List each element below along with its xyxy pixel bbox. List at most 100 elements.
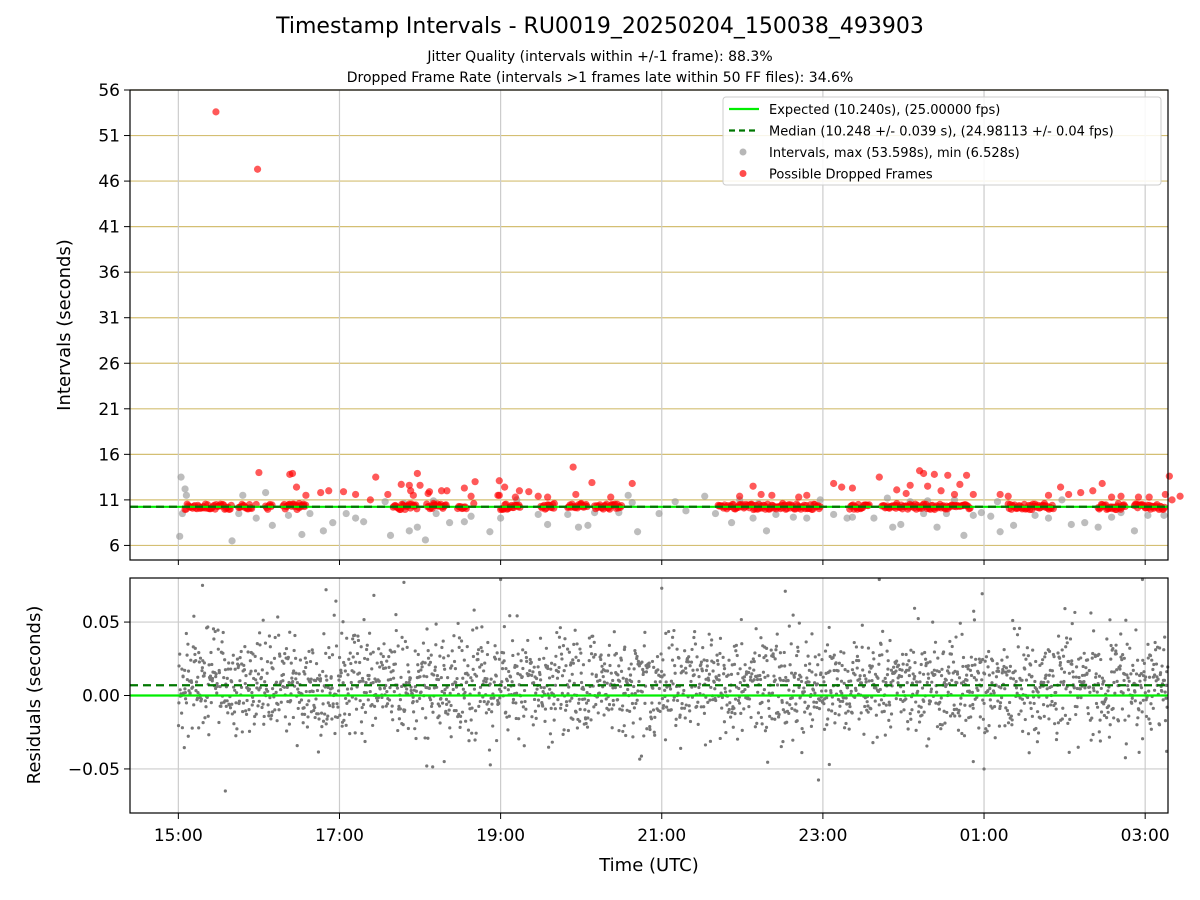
residual-point bbox=[662, 673, 666, 677]
residual-point bbox=[980, 657, 985, 662]
residual-point bbox=[1030, 674, 1034, 678]
residual-point bbox=[441, 639, 445, 643]
residual-point bbox=[815, 705, 819, 710]
residual-point bbox=[752, 659, 756, 664]
residual-point bbox=[269, 661, 273, 665]
residual-point bbox=[484, 711, 488, 715]
residual-point bbox=[618, 684, 623, 689]
residual-point bbox=[762, 688, 766, 692]
interval-point bbox=[624, 491, 632, 499]
residual-point bbox=[854, 688, 858, 692]
residual-point bbox=[192, 703, 196, 707]
residual-point bbox=[754, 627, 758, 631]
residual-point bbox=[871, 651, 875, 655]
residual-point bbox=[324, 722, 328, 726]
residual-point bbox=[1084, 666, 1088, 670]
residual-point bbox=[1015, 633, 1020, 637]
residual-point bbox=[885, 649, 889, 653]
residual-point bbox=[195, 696, 200, 700]
residual-point bbox=[739, 711, 743, 715]
residual-point bbox=[887, 700, 891, 704]
residual-point bbox=[478, 699, 482, 704]
residual-point bbox=[273, 635, 277, 640]
residual-point bbox=[477, 704, 481, 708]
residual-point bbox=[454, 709, 458, 713]
residual-point bbox=[223, 668, 228, 672]
residual-point bbox=[1164, 696, 1168, 700]
residual-point bbox=[665, 705, 669, 709]
residual-point bbox=[990, 706, 994, 710]
residual-point bbox=[1002, 664, 1006, 669]
residual-point bbox=[837, 661, 841, 665]
residual-point bbox=[731, 725, 735, 729]
residual-point bbox=[487, 707, 491, 712]
residual-point bbox=[486, 640, 490, 645]
residual-point bbox=[429, 704, 434, 709]
residual-point bbox=[925, 661, 930, 665]
residual-point bbox=[365, 643, 369, 647]
residual-point bbox=[635, 698, 639, 702]
residual-point bbox=[696, 722, 700, 726]
interval-point bbox=[933, 523, 941, 531]
dropped-frame-point bbox=[339, 488, 348, 496]
residual-point bbox=[886, 659, 890, 663]
residual-point bbox=[506, 688, 510, 692]
residual-point bbox=[968, 668, 973, 672]
residual-point bbox=[407, 670, 411, 674]
dropped-frame-point bbox=[317, 488, 325, 497]
residual-point bbox=[229, 667, 233, 671]
residual-point bbox=[1161, 698, 1165, 702]
interval-point bbox=[319, 527, 327, 535]
residual-point bbox=[224, 704, 228, 708]
residual-point bbox=[445, 685, 449, 689]
residual-point bbox=[533, 709, 537, 713]
residual-point bbox=[553, 663, 557, 667]
residual-point bbox=[534, 716, 538, 720]
residual-point bbox=[1074, 712, 1078, 717]
residual-point bbox=[429, 653, 433, 657]
residual-point bbox=[305, 660, 309, 665]
residual-point bbox=[1112, 670, 1116, 674]
residual-point bbox=[456, 621, 460, 626]
residual-point bbox=[505, 679, 509, 683]
residual-point bbox=[752, 668, 756, 672]
residual-point bbox=[1094, 701, 1099, 706]
residual-point bbox=[847, 702, 852, 706]
interval-point bbox=[381, 498, 389, 506]
residual-point bbox=[861, 668, 865, 672]
residual-point bbox=[668, 687, 673, 691]
residual-point bbox=[783, 664, 787, 668]
residual-point bbox=[1130, 701, 1134, 705]
residual-point bbox=[825, 723, 829, 727]
residual-point bbox=[910, 681, 915, 685]
residual-point bbox=[436, 677, 441, 682]
residual-point bbox=[850, 668, 855, 672]
residual-point bbox=[288, 630, 292, 634]
residual-point bbox=[268, 696, 272, 700]
residual-point bbox=[528, 669, 532, 673]
residual-point bbox=[419, 668, 423, 672]
residual-point bbox=[321, 669, 325, 674]
residual-point bbox=[996, 666, 1000, 670]
residual-point bbox=[589, 644, 593, 648]
interval-point bbox=[848, 513, 857, 521]
residual-point bbox=[548, 687, 552, 691]
residual-point bbox=[192, 614, 196, 618]
interval-point bbox=[460, 518, 468, 526]
residual-point bbox=[739, 617, 743, 622]
residual-point bbox=[899, 710, 903, 714]
residual-point bbox=[743, 663, 747, 667]
residual-point bbox=[939, 727, 943, 731]
residual-point bbox=[295, 744, 299, 748]
residual-point bbox=[941, 650, 946, 654]
residual-point bbox=[907, 668, 911, 672]
residual-point bbox=[996, 699, 1000, 703]
residual-point bbox=[645, 727, 649, 731]
residual-point bbox=[360, 705, 364, 710]
residual-point bbox=[972, 609, 976, 613]
residual-point bbox=[704, 668, 709, 673]
residual-point bbox=[733, 712, 737, 716]
residual-point bbox=[1008, 700, 1012, 705]
